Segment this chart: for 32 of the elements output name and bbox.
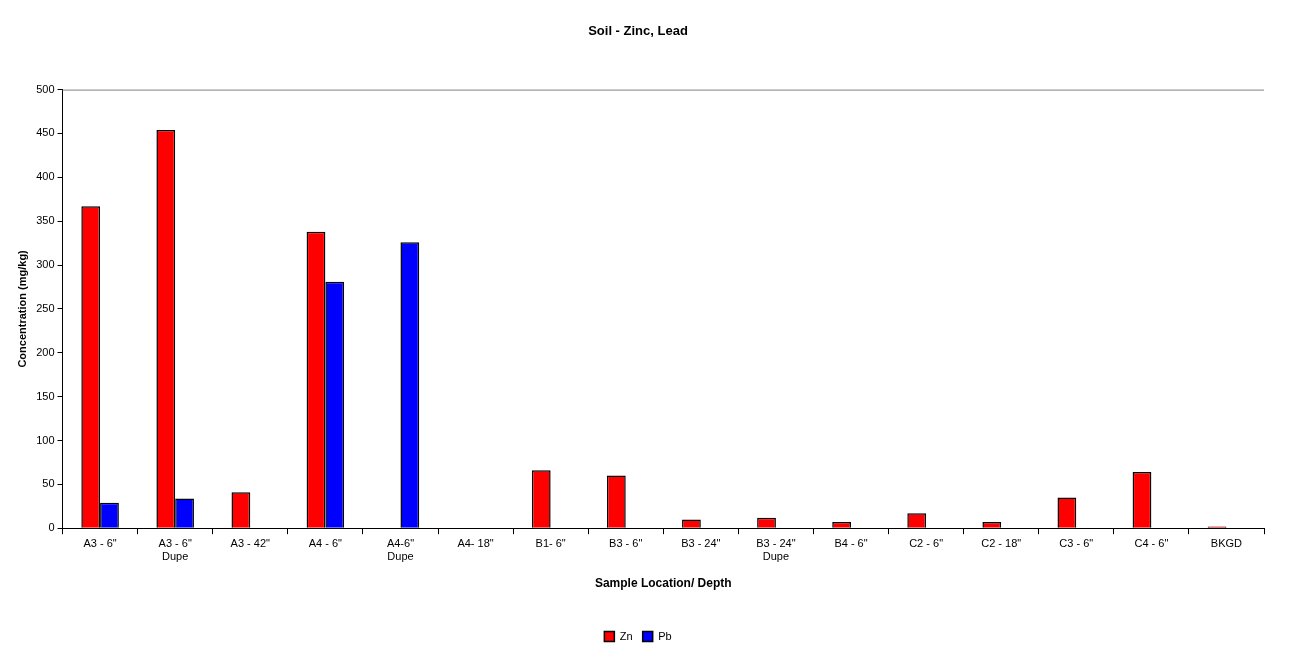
x-tick-label: B3 - 24" Dupe bbox=[756, 536, 796, 563]
x-tick-label: B3 - 6" bbox=[609, 536, 643, 549]
y-tick-label: 0 bbox=[48, 521, 55, 534]
y-tick-label: 350 bbox=[36, 214, 55, 227]
x-tick-label: B3 - 24" bbox=[681, 536, 721, 549]
y-tick-label: 100 bbox=[36, 433, 55, 446]
x-tick-label: C2 - 18" bbox=[981, 536, 1022, 549]
x-axis-title: Sample Location/ Depth bbox=[594, 576, 732, 591]
legend-label: Zn bbox=[619, 629, 633, 642]
x-tick-label: C4 - 6" bbox=[1134, 536, 1169, 549]
y-tick-label: 200 bbox=[36, 345, 55, 358]
y-tick-label: 300 bbox=[36, 258, 55, 271]
x-tick-label: BKGD bbox=[1210, 536, 1243, 549]
y-tick-label: 450 bbox=[36, 126, 55, 139]
x-tick-label: A3 - 6" bbox=[83, 536, 117, 549]
x-tick-label: A3 - 42" bbox=[230, 536, 271, 549]
y-tick-label: 500 bbox=[36, 82, 55, 95]
legend-label: Pb bbox=[658, 629, 672, 642]
y-tick-label: 50 bbox=[42, 477, 55, 490]
chart-title: Soil - Zinc, Lead bbox=[588, 23, 688, 39]
y-tick-label: 150 bbox=[36, 389, 55, 402]
y-axis-title: Concentration (mg/kg) bbox=[15, 249, 28, 368]
x-tick-label: C3 - 6" bbox=[1059, 536, 1094, 549]
x-tick-label: A3 - 6" Dupe bbox=[158, 536, 192, 563]
x-tick-label: B1- 6" bbox=[535, 536, 566, 549]
x-tick-label: B4 - 6" bbox=[834, 536, 868, 549]
x-tick-label: A4 - 6" bbox=[308, 536, 343, 549]
x-tick-label: A4- 18" bbox=[457, 536, 494, 549]
y-tick-label: 400 bbox=[36, 170, 55, 183]
x-tick-label: C2 - 6" bbox=[909, 536, 944, 549]
y-tick-label: 250 bbox=[36, 301, 55, 314]
x-tick-label: A4-6" Dupe bbox=[386, 536, 415, 563]
